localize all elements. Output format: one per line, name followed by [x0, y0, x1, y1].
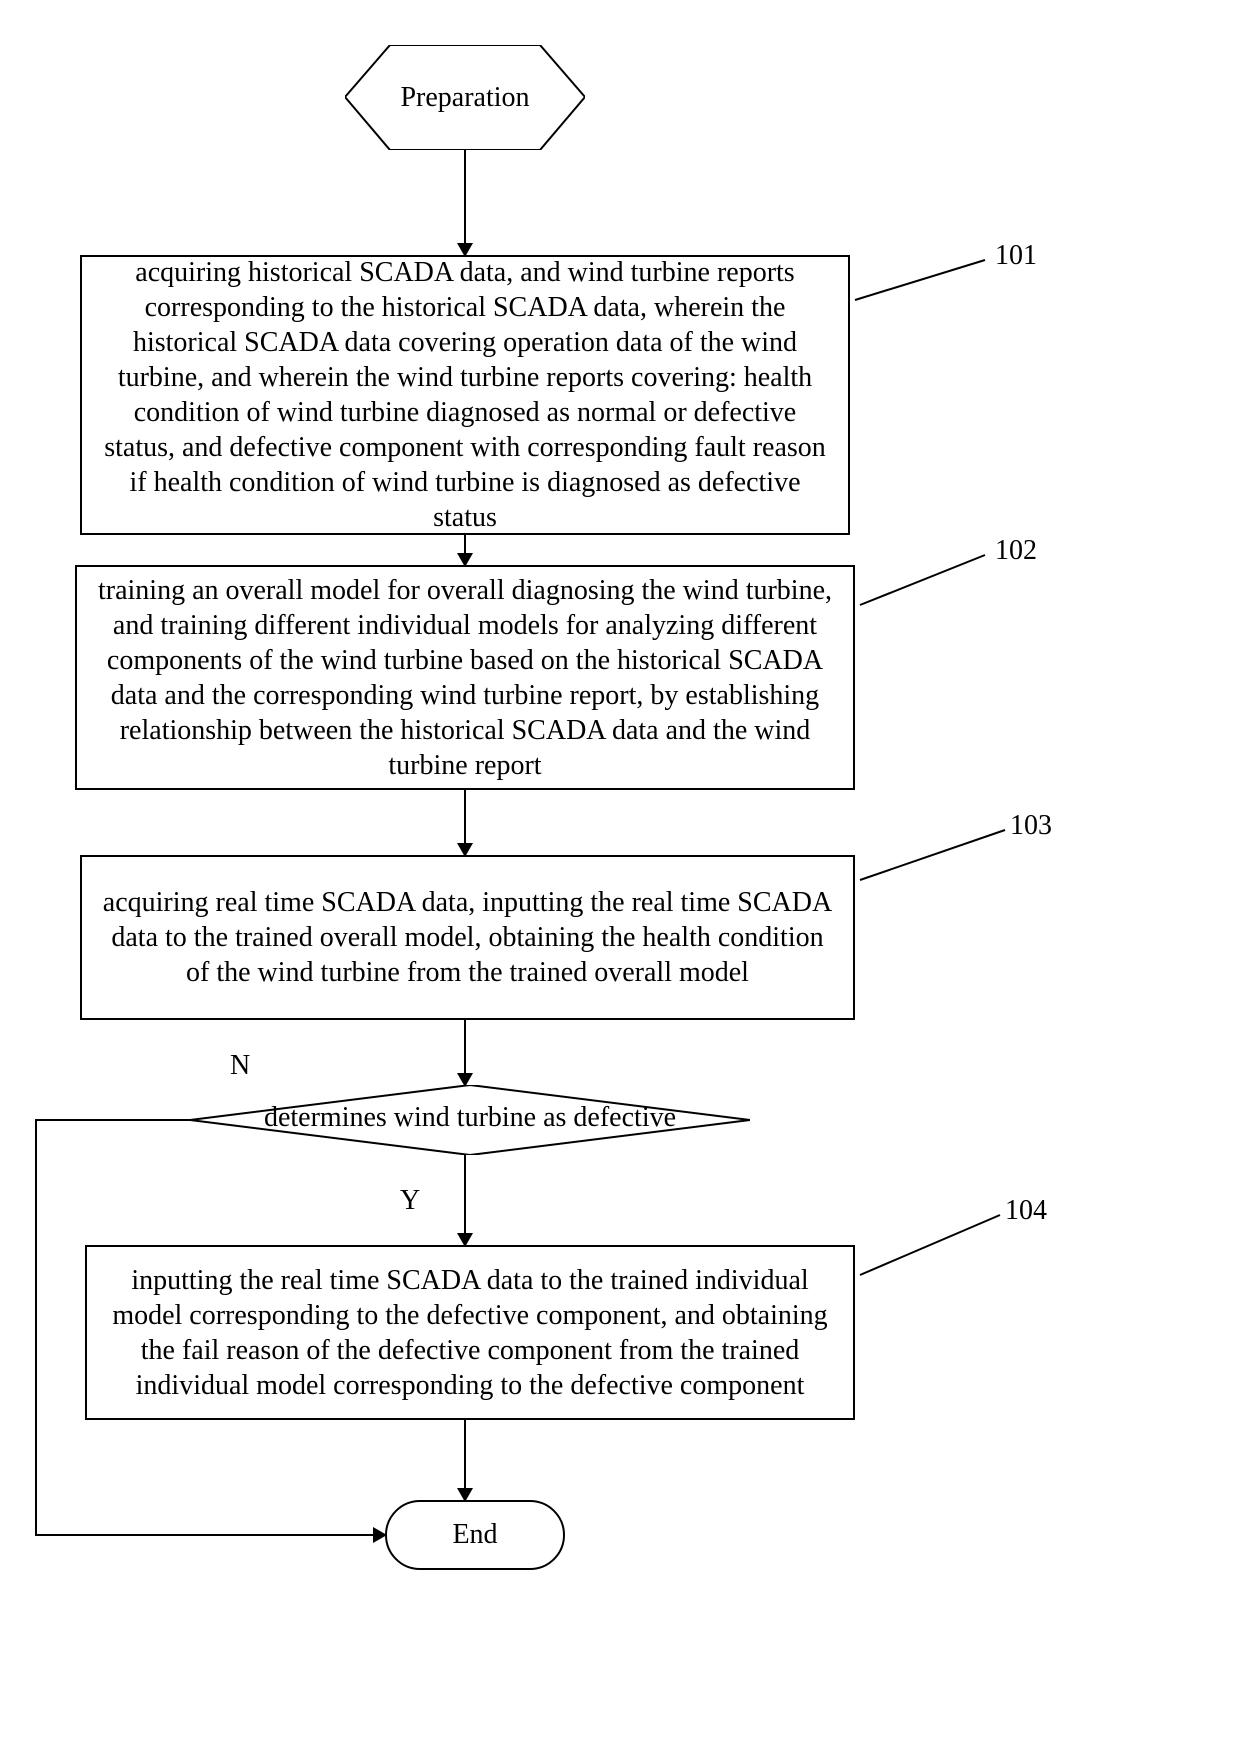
- label-Y: Y: [400, 1185, 420, 1217]
- edge-decision-N-v: [35, 1119, 37, 1534]
- node-step103: acquiring real time SCADA data, inputtin…: [80, 855, 855, 1020]
- ref-102: 102: [995, 535, 1037, 567]
- step102-text: training an overall model for overall di…: [95, 573, 835, 783]
- end-label: End: [452, 1519, 497, 1551]
- step101-text: acquiring historical SCADA data, and win…: [100, 255, 830, 535]
- label-N: N: [230, 1050, 250, 1082]
- step103-text: acquiring real time SCADA data, inputtin…: [100, 885, 835, 990]
- edge-decision-to-104: [464, 1155, 466, 1235]
- edge-101-to-102: [464, 535, 466, 555]
- node-step104: inputting the real time SCADA data to th…: [85, 1245, 855, 1420]
- node-end: End: [385, 1500, 565, 1570]
- edge-decision-N-h1: [35, 1119, 190, 1121]
- edge-103-to-decision: [464, 1020, 466, 1075]
- edge-104-to-end: [464, 1420, 466, 1490]
- ref-104: 104: [1005, 1195, 1047, 1227]
- ref-103: 103: [1010, 810, 1052, 842]
- node-preparation: Preparation: [345, 45, 585, 150]
- edge-prep-to-101: [464, 150, 466, 245]
- node-step101: acquiring historical SCADA data, and win…: [80, 255, 850, 535]
- node-step102: training an overall model for overall di…: [75, 565, 855, 790]
- preparation-label: Preparation: [400, 82, 529, 114]
- step104-text: inputting the real time SCADA data to th…: [105, 1263, 835, 1403]
- edge-decision-N-h2: [35, 1534, 375, 1536]
- edge-102-to-103: [464, 790, 466, 845]
- ref-101: 101: [995, 240, 1037, 272]
- decision-label: determines wind turbine as defective: [240, 1102, 700, 1134]
- flowchart-canvas: Preparation acquiring historical SCADA d…: [0, 0, 1240, 1762]
